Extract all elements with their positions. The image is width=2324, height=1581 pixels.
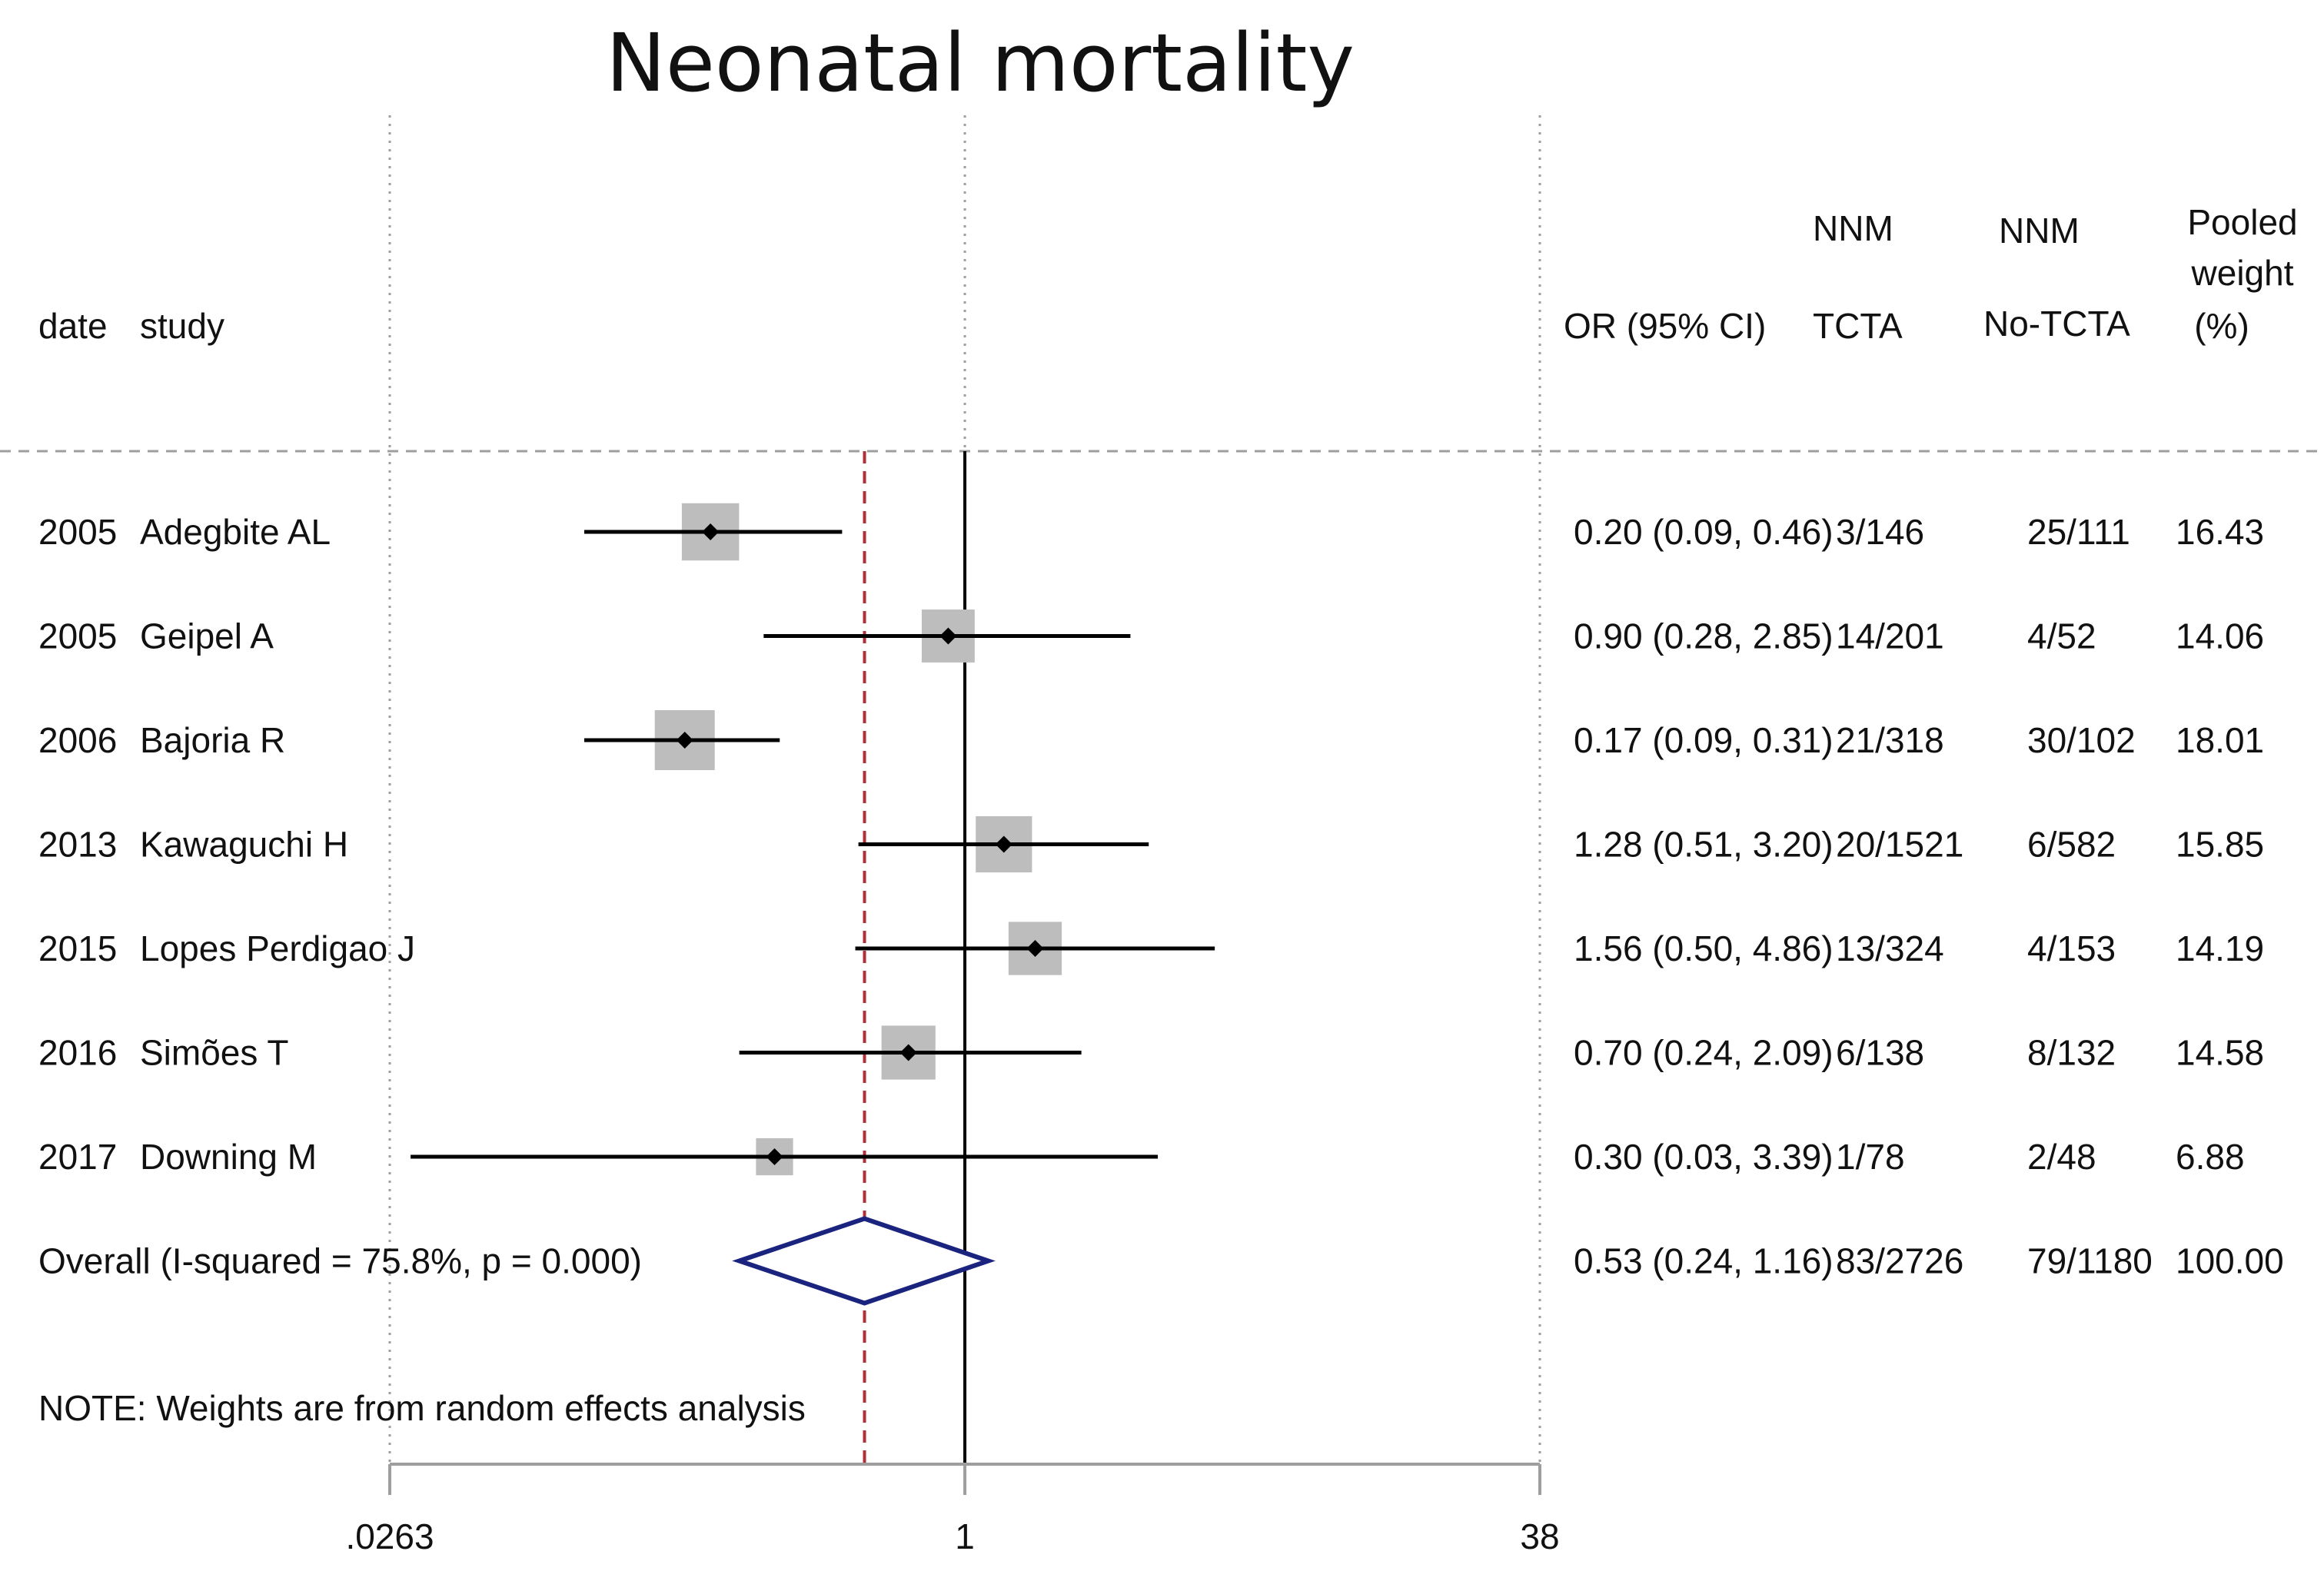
point-estimate-marker: [676, 732, 693, 749]
x-axis: .0263 1 38: [345, 1463, 1560, 1556]
study-date: 2006: [38, 720, 117, 760]
study-name: Kawaguchi H: [140, 825, 348, 865]
header-weight-line3: (%): [2194, 306, 2249, 346]
study-rows: 2005 Adegbite AL 0.20 (0.09, 0.46) 3/146 25/…: [38, 503, 2264, 1177]
study-date: 2005: [38, 616, 117, 656]
study-name: Lopes Perdigao J: [140, 928, 415, 968]
study-row-6: 2016 Simões T 0.70 (0.24, 2.09) 6/138 8/132 1…: [38, 1025, 2264, 1080]
point-estimate-marker: [939, 627, 957, 645]
study-nnm-notcta: 8/132: [2027, 1033, 2116, 1073]
study-weight: 14.58: [2176, 1033, 2264, 1073]
study-name: Bajoria R: [140, 720, 285, 760]
header-date: date: [38, 306, 108, 346]
chart-title: Neonatal mortality: [606, 16, 1355, 110]
study-or-ci: 0.30 (0.03, 3.39): [1574, 1137, 1834, 1177]
overall-diamond: [732, 1216, 996, 1306]
header-nnm-tcta-line2: TCTA: [1813, 306, 1903, 346]
study-or-ci: 1.28 (0.51, 3.20): [1574, 825, 1834, 865]
study-nnm-tcta: 1/78: [1836, 1137, 1905, 1177]
study-date: 2017: [38, 1137, 117, 1177]
study-nnm-tcta: 14/201: [1836, 616, 1944, 656]
header-study: study: [140, 306, 224, 346]
study-nnm-notcta: 4/52: [2027, 616, 2096, 656]
header-nnm-tcta-line1: NNM: [1813, 208, 1893, 248]
note-text: NOTE: Weights are from random effects an…: [38, 1388, 806, 1428]
study-row-2: 2005 Geipel A 0.90 (0.28, 2.85) 14/201 4/52 1…: [38, 609, 2264, 663]
study-nnm-notcta: 2/48: [2027, 1137, 2096, 1177]
study-or-ci: 0.17 (0.09, 0.31): [1574, 720, 1834, 760]
study-row-1: 2005 Adegbite AL 0.20 (0.09, 0.46) 3/146 25/…: [38, 503, 2264, 561]
study-nnm-notcta: 25/111: [2027, 512, 2130, 552]
study-row-7: 2017 Downing M 0.30 (0.03, 3.39) 1/78 2/48 6.…: [38, 1137, 2245, 1177]
study-or-ci: 0.20 (0.09, 0.46): [1574, 512, 1834, 552]
study-name: Adegbite AL: [140, 512, 331, 552]
study-or-ci: 0.90 (0.28, 2.85): [1574, 616, 1834, 656]
overall-weight: 100.00: [2176, 1241, 2284, 1281]
study-weight: 14.19: [2176, 928, 2264, 968]
point-estimate-marker: [899, 1044, 917, 1061]
study-nnm-notcta: 6/582: [2027, 825, 2116, 865]
overall-row: Overall (I-squared = 75.8%, p = 0.000) 0.…: [38, 1216, 2284, 1306]
study-weight: 15.85: [2176, 825, 2264, 865]
study-name: Simões T: [140, 1033, 288, 1073]
header-weight-line1: Pooled: [2187, 202, 2297, 242]
study-or-ci: 1.56 (0.50, 4.86): [1574, 928, 1834, 968]
point-estimate-marker: [1026, 940, 1044, 957]
overall-nnm-notcta: 79/1180: [2027, 1241, 2153, 1281]
study-date: 2005: [38, 512, 117, 552]
study-nnm-tcta: 20/1521: [1836, 825, 1963, 865]
overall-label: Overall (I-squared = 75.8%, p = 0.000): [38, 1241, 642, 1281]
overall-nnm-tcta: 83/2726: [1836, 1241, 1963, 1281]
study-name: Downing M: [140, 1137, 317, 1177]
study-weight: 6.88: [2176, 1137, 2245, 1177]
study-nnm-tcta: 3/146: [1836, 512, 1924, 552]
overall-or-ci: 0.53 (0.24, 1.16): [1574, 1241, 1834, 1281]
study-weight: 14.06: [2176, 616, 2264, 656]
study-or-ci: 0.70 (0.24, 2.09): [1574, 1033, 1834, 1073]
study-date: 2016: [38, 1033, 117, 1073]
study-nnm-tcta: 6/138: [1836, 1033, 1924, 1073]
study-weight: 18.01: [2176, 720, 2264, 760]
study-row-4: 2013 Kawaguchi H 1.28 (0.51, 3.20) 20/1521 6…: [38, 815, 2264, 873]
x-tick-label: .0263: [345, 1516, 434, 1556]
point-estimate-marker: [766, 1148, 783, 1165]
header-weight-line2: weight: [2191, 253, 2294, 293]
study-name: Geipel A: [140, 616, 274, 656]
study-date: 2015: [38, 928, 117, 968]
x-tick-label: 38: [1520, 1516, 1559, 1556]
study-weight: 16.43: [2176, 512, 2264, 552]
study-nnm-tcta: 13/324: [1836, 928, 1944, 968]
header-nnm-notcta-line1: NNM: [1999, 211, 2080, 251]
study-nnm-notcta: 30/102: [2027, 720, 2136, 760]
study-nnm-notcta: 4/153: [2027, 928, 2116, 968]
header-nnm-notcta-line2: No-TCTA: [1983, 304, 2130, 344]
x-tick-label: 1: [955, 1516, 975, 1556]
header-or-ci: OR (95% CI): [1564, 306, 1766, 346]
study-row-5: 2015 Lopes Perdigao J 1.56 (0.50, 4.86) 13/…: [38, 922, 2264, 975]
point-estimate-marker: [995, 835, 1012, 853]
study-date: 2013: [38, 825, 117, 865]
study-nnm-tcta: 21/318: [1836, 720, 1944, 760]
study-row-3: 2006 Bajoria R 0.17 (0.09, 0.31) 21/318 30/1…: [38, 710, 2264, 770]
point-estimate-marker: [702, 523, 720, 540]
